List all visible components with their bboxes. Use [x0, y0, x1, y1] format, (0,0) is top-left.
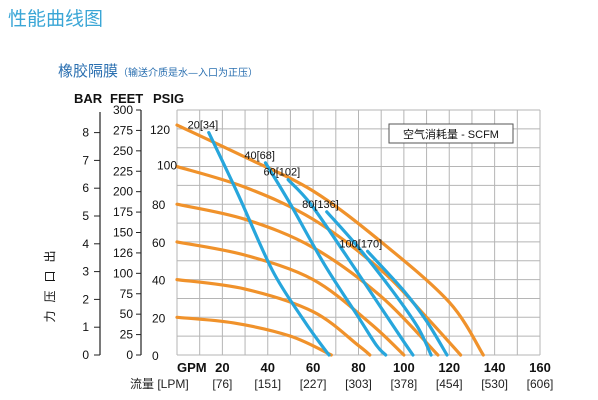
feet-tick-label: 250 [113, 144, 133, 158]
feet-tick-label: 100 [113, 266, 133, 280]
air-consumption-curves [207, 131, 449, 357]
legend-box [388, 123, 514, 144]
lpm-tick-label: [530] [481, 377, 508, 391]
lpm-tick-label: [454] [436, 377, 463, 391]
feet-header: FEET [110, 91, 143, 106]
air-curve-2 [263, 161, 388, 357]
labels: 20[34] 40[68] 60[102] 80[136] 100[170] 空气消耗量 … [43, 91, 553, 391]
feet-tick-label: 200 [113, 185, 133, 199]
pressure-curve-5 [175, 278, 372, 357]
feet-tick-label: 75 [120, 287, 134, 301]
air-curve-label: 20[34] [188, 120, 219, 132]
feet-tick-label: 300 [113, 103, 133, 117]
feet-tick-label: 175 [113, 205, 133, 219]
bar-tick-label: 2 [82, 292, 89, 306]
psig-tick-label: 80 [152, 198, 166, 212]
air-curve-1 [207, 131, 331, 357]
bar-header: BAR [74, 91, 103, 106]
pressure-curve-4 [175, 240, 406, 357]
psig-header: PSIG [153, 91, 184, 106]
bar-tick-label: 5 [82, 209, 89, 223]
lpm-tick-label: [227] [300, 377, 327, 391]
pressure-curve-2 [175, 164, 463, 357]
x-tick-label: 40 [261, 360, 275, 375]
air-curve-label: 80[136] [302, 199, 339, 211]
pressure-curve-6 [175, 315, 333, 357]
axes [94, 109, 142, 356]
bar-tick-label: 4 [82, 237, 89, 251]
bar-tick-label: 8 [82, 126, 89, 140]
lpm-tick-label: [76] [212, 377, 232, 391]
x-tick-label: 80 [351, 360, 365, 375]
air-curve-label: 40[68] [244, 150, 275, 162]
x-tick-label: 20 [215, 360, 229, 375]
feet-tick-label: 50 [120, 307, 134, 321]
x-tick-label: 140 [484, 360, 506, 375]
y-axis-label-char: 口 [43, 269, 57, 282]
bar-tick-label: 7 [82, 153, 89, 167]
y-axis-label-char: 压 [43, 289, 57, 302]
air-curve-5 [365, 249, 449, 357]
chart-subtitle: 橡胶隔膜（输送介质是水—入口为正压） [58, 60, 258, 81]
subtitle-main: 橡胶隔膜 [58, 62, 119, 80]
air-curve-3 [286, 178, 415, 357]
bar-tick-label: 3 [82, 265, 89, 279]
lpm-tick-label: [606] [527, 377, 554, 391]
lpm-tick-label: [303] [345, 377, 372, 391]
x-tick-label: 100 [393, 360, 415, 375]
page-title: 性能曲线图 [8, 8, 104, 30]
psig-tick-label: 120 [150, 123, 170, 137]
lpm-tick-label: [378] [391, 377, 418, 391]
pressure-curve-1 [175, 123, 485, 357]
psig-tick-label: 60 [152, 236, 166, 250]
feet-tick-label: 25 [120, 328, 134, 342]
psig-tick-label: 20 [152, 311, 166, 325]
x-unit-label: GPM [177, 360, 207, 375]
feet-tick-label: 0 [126, 348, 133, 362]
air-curve-4 [325, 210, 433, 357]
x-tick-label: 160 [529, 360, 551, 375]
legend-text: 空气消耗量 - SCFM [403, 127, 499, 141]
x-tick-label: 60 [306, 360, 320, 375]
bar-tick-label: 6 [82, 181, 89, 195]
feet-tick-label: 225 [113, 164, 133, 178]
psig-tick-label: 100 [157, 159, 177, 173]
psig-tick-label: 0 [152, 349, 159, 363]
x-axis-label: 流量 [LPM] [130, 377, 189, 391]
air-curve-label: 60[102] [264, 167, 301, 179]
y-axis-label-char: 出 [43, 249, 57, 262]
psig-tick-label: 40 [152, 274, 166, 288]
feet-tick-label: 275 [113, 123, 133, 137]
bar-tick-label: 1 [82, 320, 89, 334]
bar-tick-label: 0 [82, 348, 89, 362]
air-curve-label: 100[170] [339, 238, 382, 250]
y-axis-label-char: 力 [43, 309, 57, 322]
subtitle-note: （输送介质是水—入口为正压） [118, 68, 259, 79]
feet-tick-label: 126 [113, 246, 133, 260]
x-tick-label: 120 [438, 360, 460, 375]
feet-tick-label: 150 [113, 226, 133, 240]
lpm-tick-label: [151] [254, 377, 281, 391]
